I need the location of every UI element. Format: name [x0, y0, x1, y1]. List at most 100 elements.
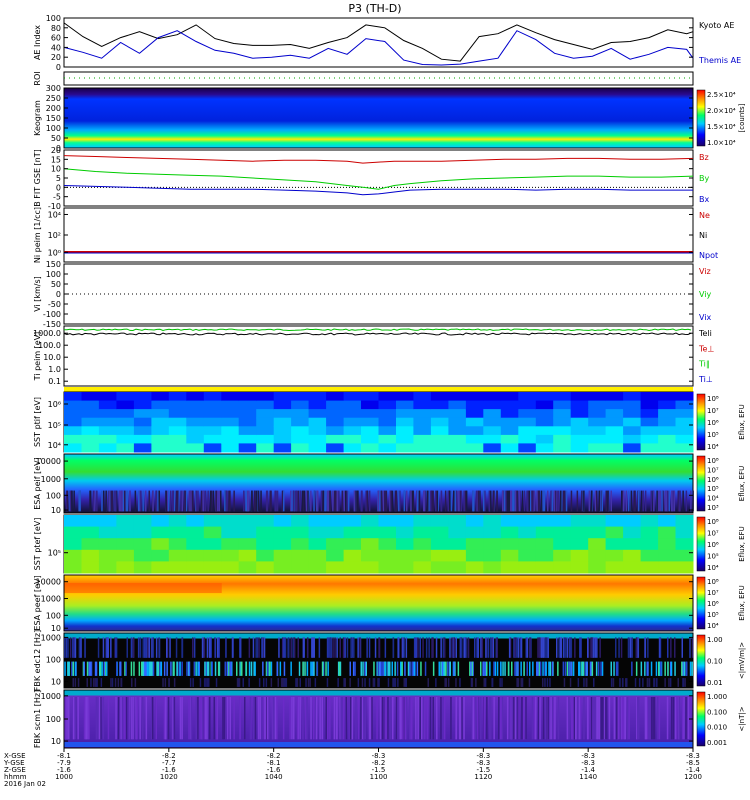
colorbar-tick: 10⁶ [707, 419, 719, 427]
y-tick-label: 0 [56, 290, 61, 299]
spectrogram-stripe [443, 661, 445, 676]
spectrogram-stripe [126, 637, 128, 658]
spectrogram-stripe [553, 697, 555, 740]
heatmap-cell [116, 392, 135, 402]
heatmap-cell [396, 426, 414, 436]
spectrogram-stripe [409, 661, 411, 676]
spectrogram-stripe [598, 490, 600, 512]
spectrogram-stripe [135, 697, 137, 740]
spectrogram-stripe [633, 490, 635, 512]
spectrogram-stripe [246, 490, 248, 512]
heatmap-cell [535, 434, 554, 444]
spectrogram-stripe [167, 490, 169, 512]
spectrogram-stripe [451, 637, 453, 658]
spectrogram-stripe [198, 661, 200, 676]
heatmap-cell [535, 561, 554, 574]
spectrogram-stripe [83, 661, 85, 676]
spectrogram-stripe [564, 490, 566, 512]
spectrogram-stripe [664, 678, 666, 687]
spectrogram-stripe [636, 697, 639, 740]
y-tick-label: 10² [48, 231, 61, 240]
spectrogram-stripe [577, 678, 580, 687]
spectrogram-stripe [626, 697, 629, 740]
spectrogram-stripe [115, 637, 118, 658]
spectrogram-stripe [527, 490, 529, 512]
spectrogram-stripe [440, 661, 442, 676]
heatmap-cell [151, 409, 170, 419]
spectrogram-stripe [636, 697, 638, 740]
heatmap-cell [553, 434, 572, 444]
heatmap-cell [361, 515, 379, 528]
spectrogram-stripe [392, 637, 395, 658]
spectrogram-stripe [476, 637, 478, 658]
legend-entry: Ti∥ [698, 360, 710, 369]
heatmap-cell [221, 443, 240, 453]
spectrogram-stripe [374, 637, 377, 658]
spectrogram-stripe [185, 490, 188, 512]
panel-ylabel: FBK scm1 [Hz] [33, 690, 42, 748]
x-tick-label: -8.3 [476, 759, 490, 767]
spectrogram-stripe [475, 490, 478, 512]
heatmap-cell [326, 426, 345, 436]
spectrogram-stripe [188, 697, 190, 740]
spectrogram-stripe [647, 661, 649, 676]
spectrogram-stripe [653, 490, 655, 512]
spectrogram-stripe [355, 697, 357, 740]
heatmap-cell [133, 392, 152, 402]
spectrogram-stripe [526, 637, 529, 658]
heatmap-cell [605, 400, 624, 410]
x-tick-label: -8.3 [686, 752, 700, 760]
heatmap-cell [221, 526, 240, 539]
spectrogram-stripe [514, 490, 517, 512]
heatmap-cell [361, 392, 379, 402]
heatmap-cell [186, 434, 205, 444]
panel-ylabel: Vi [km/s] [33, 276, 42, 312]
heatmap-cell [151, 392, 170, 402]
x-tick-label: -8.3 [581, 759, 595, 767]
panel-ylabel: FBK edc12 [Hz] [33, 630, 42, 691]
density-frame [63, 207, 694, 263]
heatmap-cell [605, 443, 624, 453]
legend-entry: Viz [699, 267, 711, 276]
spectrogram-stripe [613, 697, 616, 740]
spectrogram-stripe [338, 661, 341, 676]
spectrogram-stripe [673, 490, 676, 512]
spectrogram-stripe [431, 637, 433, 658]
spectrogram-stripe [461, 697, 463, 740]
series-line [63, 328, 692, 332]
spectrogram-stripe [210, 490, 213, 512]
y-tick-label: 250 [46, 94, 61, 103]
spectrogram-stripe [382, 490, 385, 512]
spectrogram-stripe [200, 490, 203, 512]
spectrogram-stripe [518, 490, 521, 512]
x-tick-label: 1020 [160, 773, 178, 781]
colorbar-tick: 10⁴ [707, 443, 719, 451]
spectrogram-stripe [574, 637, 576, 658]
heatmap-cell [570, 409, 589, 419]
spectrogram-stripe [598, 697, 601, 740]
legend-entry: Bz [699, 153, 709, 162]
heatmap-cell [465, 526, 484, 539]
y-tick-label: 50 [51, 280, 61, 289]
heatmap-cell [291, 549, 310, 562]
spectrogram-stripe [591, 661, 594, 676]
spectrogram-stripe [496, 490, 498, 512]
spectrogram-stripe [357, 490, 359, 512]
spectrogram-stripe [80, 637, 82, 658]
spectrogram-stripe [282, 637, 285, 658]
spectrogram-stripe [543, 637, 545, 658]
heatmap-cell [343, 426, 362, 436]
heatmap-cell [186, 561, 205, 574]
spectrogram-stripe [558, 490, 560, 512]
spectrogram-stripe [68, 661, 70, 676]
spectrogram-stripe [627, 490, 630, 512]
heatmap-cell [396, 443, 414, 453]
spectrogram-stripe [384, 661, 387, 676]
colorbar-tick: 2.0×10⁴ [707, 107, 736, 115]
spectrogram-stripe [459, 637, 462, 658]
spectrogram-stripe [459, 490, 462, 512]
spectrogram-stripe [517, 661, 519, 676]
heatmap-cell [256, 417, 275, 427]
spectrogram-stripe [614, 697, 616, 740]
heatmap-cell [413, 426, 432, 436]
